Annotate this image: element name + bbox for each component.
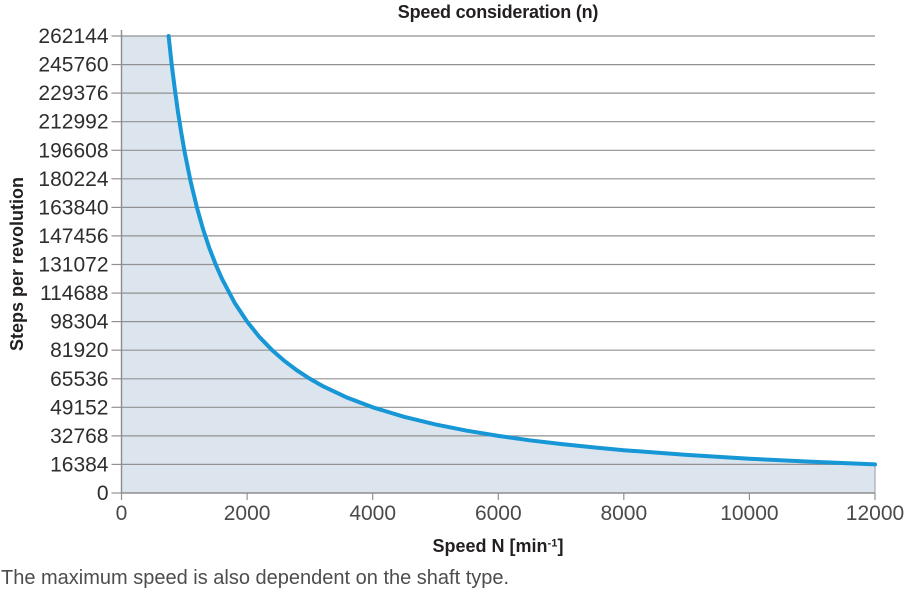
x-axis-title: Speed N [min-1] <box>121 536 875 557</box>
y-tick-label: 32768 <box>50 425 108 448</box>
x-tick-label: 10000 <box>720 502 778 525</box>
speed-curve <box>166 34 877 467</box>
y-tick-label: 229376 <box>38 82 108 105</box>
x-tick-label: 0 <box>116 502 128 525</box>
figure-caption: The maximum speed is also dependent on t… <box>1 567 510 589</box>
y-tick-label: 16384 <box>50 453 109 476</box>
y-tick-label: 0 <box>97 482 109 505</box>
y-tick-label: 163840 <box>38 196 108 219</box>
x-tick-label: 6000 <box>475 502 522 525</box>
y-tick-label: 262144 <box>38 25 108 48</box>
speed-chart: 0 16384 32768 49152 65536 81920 98304 114688 131… <box>38 25 904 525</box>
y-tick-label: 196608 <box>38 139 108 162</box>
y-tick-label: 245760 <box>38 54 108 77</box>
y-tick-label: 81920 <box>50 339 108 362</box>
y-tick-label: 212992 <box>38 111 108 134</box>
y-tick-label: 180224 <box>38 168 108 191</box>
x-axis-title-bracket: ] <box>557 536 564 556</box>
x-tick-label: 2000 <box>224 502 271 525</box>
y-tick-label: 49152 <box>50 396 108 419</box>
chart-title: Speed consideration (n) <box>397 2 599 22</box>
y-axis-title: Steps per revolution <box>0 36 34 493</box>
x-axis-title-superscript: -1 <box>547 537 558 550</box>
y-tick-label: 65536 <box>50 368 108 391</box>
x-axis-title-text: Speed N [min <box>432 536 548 556</box>
y-axis-title-text: Steps per revolution <box>6 177 27 352</box>
y-tick-label: 147456 <box>38 225 108 248</box>
x-tick-label: 4000 <box>349 502 396 525</box>
x-tick-label: 12000 <box>846 502 904 525</box>
x-tick-label: 8000 <box>600 502 647 525</box>
y-tick-label: 131072 <box>38 254 108 277</box>
y-tick-label: 114688 <box>40 282 109 305</box>
y-tick-label: 98304 <box>50 311 109 334</box>
